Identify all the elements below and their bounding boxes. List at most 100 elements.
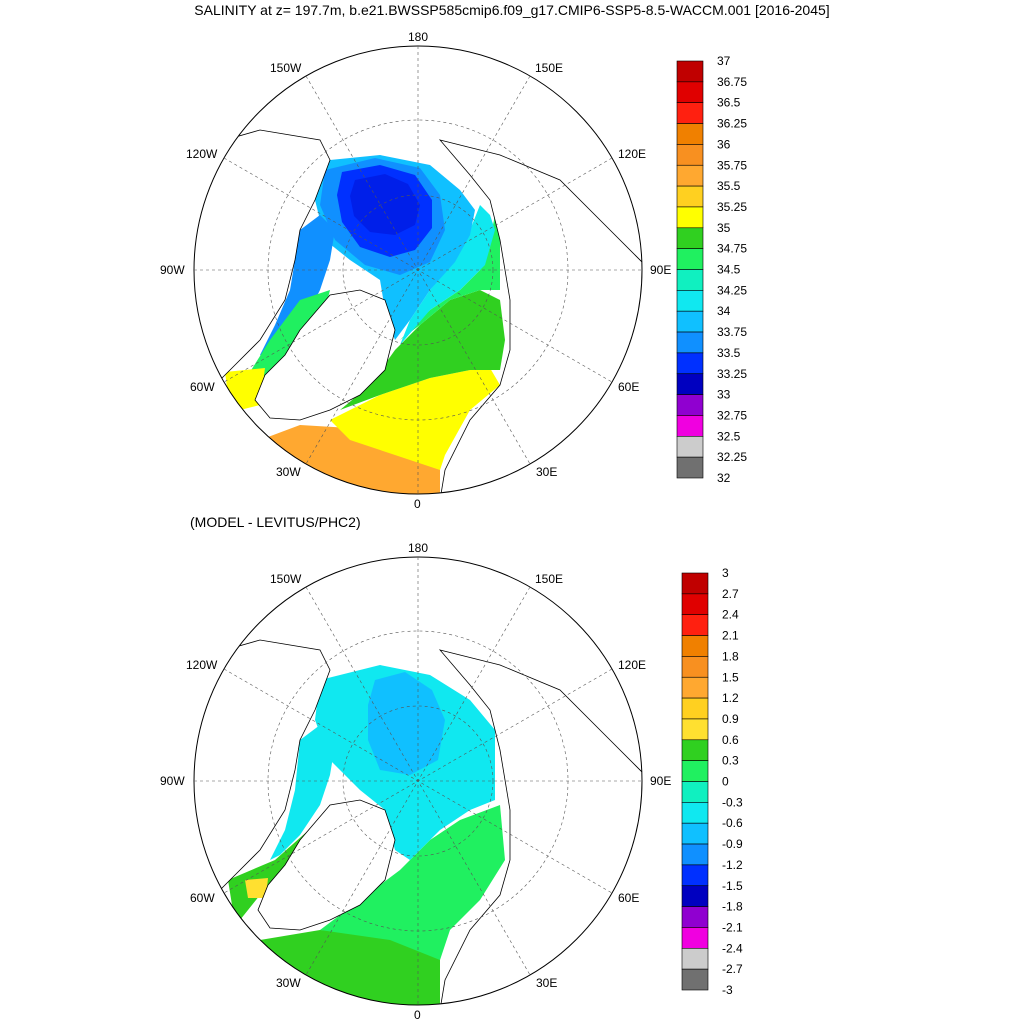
colorbar-tick-label: 3	[722, 566, 729, 580]
diff-label-90w: 90W	[160, 774, 185, 788]
colorbar-tick-label: 0.3	[722, 754, 739, 768]
label-150e: 150E	[535, 61, 563, 75]
colorbar-swatch	[676, 248, 704, 270]
colorbar-tick-label: 36.5	[717, 96, 741, 110]
canada-basin-min-region	[350, 174, 420, 235]
colorbar-tick-label: 35.25	[717, 200, 747, 214]
colorbar-tick-label: 2.4	[722, 608, 739, 622]
colorbar-swatch	[681, 760, 709, 782]
colorbar-tick-label: -0.3	[722, 795, 743, 809]
colorbar-tick-label: 0.6	[722, 733, 739, 747]
colorbar-tick-label: 36.25	[717, 117, 747, 131]
barents-sea-region	[340, 290, 505, 410]
eurasian-basin-region	[400, 205, 495, 345]
colorbar-swatch	[676, 123, 704, 145]
diff-label-90e: 90E	[650, 774, 671, 788]
colorbar-swatch	[676, 394, 704, 416]
colorbar-swatch	[681, 781, 709, 803]
salinity-colorbar: 37 36.75 36.5 36.25 36 35.75 35.5 35.25 35 34.75 3…	[676, 54, 747, 485]
colorbar-swatch	[676, 144, 704, 166]
colorbar-tick-label: 1.2	[722, 691, 739, 705]
diff-canada-basin-region	[368, 672, 445, 775]
colorbar-tick-label: 2.1	[722, 629, 739, 643]
colorbar-tick-label: 35	[717, 221, 731, 235]
colorbar-tick-label: 33.25	[717, 367, 747, 381]
colorbar-tick-label: 1.8	[722, 649, 739, 663]
diff-label-30w: 30W	[276, 976, 301, 990]
colorbar-swatch	[676, 185, 704, 208]
colorbar-tick-label: 32	[717, 471, 731, 485]
colorbar-swatch	[676, 60, 704, 83]
colorbar-swatch	[681, 676, 709, 699]
diff-label-60w: 60W	[190, 891, 215, 905]
colorbar-swatch	[681, 843, 709, 866]
colorbar-tick-label: 34	[717, 304, 731, 318]
colorbar-tick-label: 34.75	[717, 242, 747, 256]
colorbar-swatch	[681, 822, 709, 845]
salinity-field	[194, 129, 642, 494]
diff-labrador-yellow-region	[245, 878, 268, 898]
colorbar-swatch	[676, 331, 704, 354]
colorbar-swatch	[676, 456, 704, 479]
diff-label-180: 180	[408, 541, 428, 555]
diff-label-30e: 30E	[536, 976, 557, 990]
colorbar-tick-label: 0.9	[722, 712, 739, 726]
colorbar-swatch	[676, 373, 704, 395]
figure-title: SALINITY at z= 197.7m, b.e21.BWSSP585cmi…	[194, 2, 830, 18]
colorbar-tick-label: 36	[717, 137, 731, 151]
colorbar-tick-label: -2.7	[722, 962, 743, 976]
colorbar-swatch	[681, 739, 709, 761]
colorbar-swatch	[681, 864, 709, 887]
colorbar-tick-label: 33	[717, 388, 731, 402]
diff-label-60e: 60E	[618, 891, 639, 905]
greenland-land	[254, 289, 396, 421]
colorbar-tick-label: 34.25	[717, 283, 747, 297]
colorbar-swatch	[681, 885, 709, 907]
colorbar-tick-label: 35.5	[717, 179, 741, 193]
colorbar-tick-label: -1.5	[722, 879, 743, 893]
colorbar-swatch	[681, 927, 709, 949]
diff-label-150e: 150E	[535, 572, 563, 586]
diff-label-0: 0	[414, 1008, 421, 1022]
colorbar-tick-label: -1.2	[722, 858, 743, 872]
colorbar-swatch	[676, 227, 704, 249]
colorbar-swatch	[676, 81, 704, 103]
colorbar-swatch	[681, 697, 709, 720]
colorbar-swatch	[676, 164, 704, 187]
label-90w: 90W	[160, 263, 185, 277]
colorbar-swatch	[681, 968, 709, 991]
colorbar-tick-label: -1.8	[722, 900, 743, 914]
colorbar-tick-label: -2.4	[722, 941, 743, 955]
barents-light-green-region	[400, 215, 500, 340]
colorbar-swatch	[681, 656, 709, 678]
colorbar-tick-label: 32.5	[717, 429, 741, 443]
colorbar-tick-label: -2.1	[722, 920, 743, 934]
colorbar-swatch	[676, 206, 704, 229]
label-30e: 30E	[536, 465, 557, 479]
colorbar-swatch	[676, 269, 704, 291]
colorbar-tick-label: -0.9	[722, 837, 743, 851]
diff-baffin-region	[270, 725, 335, 860]
colorbar-swatch	[681, 635, 709, 657]
colorbar-swatch	[676, 352, 704, 375]
colorbar-swatch	[676, 310, 704, 333]
canada-basin-core-region	[337, 165, 432, 257]
label-90e: 90E	[650, 263, 671, 277]
colorbar-tick-label: 34.5	[717, 263, 741, 277]
colorbar-tick-label: 2.7	[722, 587, 739, 601]
colorbar-tick-label: 32.25	[717, 450, 747, 464]
diff-greenland-land	[257, 799, 396, 931]
label-60e: 60E	[618, 380, 639, 394]
colorbar-swatch	[676, 290, 704, 312]
label-180: 180	[408, 30, 428, 44]
colorbar-swatch	[676, 435, 704, 458]
label-60w: 60W	[190, 380, 215, 394]
label-120e: 120E	[618, 147, 646, 161]
label-0: 0	[414, 497, 421, 511]
label-30w: 30W	[276, 465, 301, 479]
colorbar-swatch	[681, 947, 709, 970]
label-120w: 120W	[186, 147, 218, 161]
colorbar-tick-label: 33.5	[717, 346, 741, 360]
colorbar-tick-label: 35.75	[717, 158, 747, 172]
